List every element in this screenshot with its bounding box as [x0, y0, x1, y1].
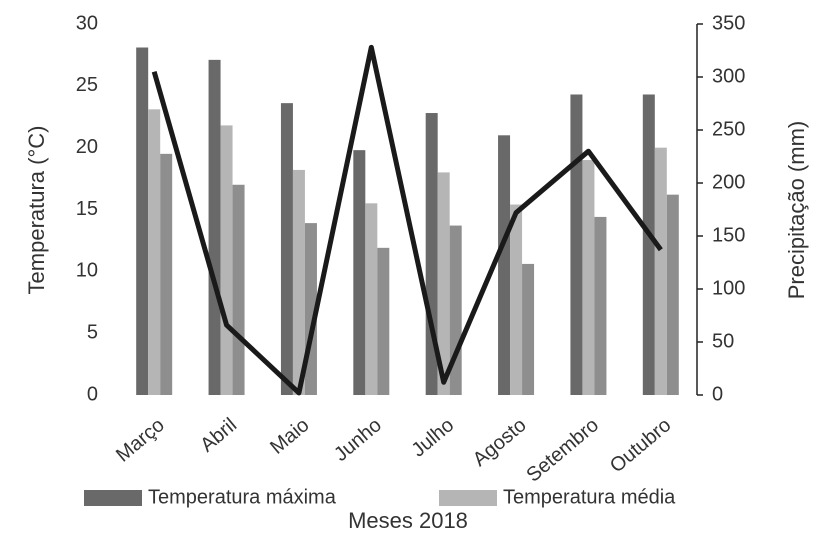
bar — [220, 125, 233, 395]
bar — [642, 94, 655, 396]
bar — [510, 204, 523, 395]
bar — [365, 203, 378, 395]
bar — [594, 216, 607, 395]
line — [151, 44, 663, 396]
y2-tick-label: 100 — [712, 277, 745, 299]
y2-tick-label: 300 — [712, 65, 745, 87]
x-tick-label: Abril — [196, 414, 241, 457]
x-tick-label: Outubro — [606, 414, 676, 477]
x-axis-title: Meses 2018 — [348, 508, 468, 533]
bar — [292, 169, 305, 395]
bar — [280, 103, 293, 395]
bar — [522, 263, 535, 395]
legend-label: Temperatura média — [503, 486, 676, 508]
y2-tick-label: 0 — [712, 383, 723, 405]
x-tick-label: Março — [112, 414, 169, 467]
bar — [377, 247, 390, 395]
y2-tick-label: 150 — [712, 224, 745, 246]
bar — [136, 47, 149, 395]
bar — [208, 59, 221, 395]
bar — [437, 172, 450, 395]
y2-tick-label: 250 — [712, 118, 745, 140]
bar — [666, 194, 679, 395]
legend-swatch — [439, 490, 497, 506]
y-tick-label: 0 — [87, 383, 98, 405]
bar — [232, 184, 245, 395]
y-axis-title: Temperatura (°C) — [24, 126, 49, 295]
y2-tick-label: 200 — [712, 171, 745, 193]
bar — [582, 160, 595, 395]
y-tick-label: 15 — [76, 198, 98, 220]
bar — [353, 150, 366, 395]
bar — [148, 109, 161, 395]
legend-label: Temperatura máxima — [148, 486, 337, 508]
y2-tick-label: 50 — [712, 330, 734, 352]
bar — [498, 135, 511, 396]
bar — [570, 94, 583, 396]
legend-swatch — [84, 490, 142, 506]
y2-axis-title: Precipitação (mm) — [784, 121, 809, 299]
y-tick-label: 10 — [76, 260, 98, 282]
bar — [654, 147, 667, 395]
x-tick-label: Maio — [266, 414, 313, 459]
bar — [160, 153, 173, 395]
x-tick-label: Setembro — [522, 414, 603, 487]
y-tick-label: 5 — [87, 321, 98, 343]
y-tick-label: 30 — [76, 12, 98, 34]
x-tick-label: Julho — [408, 414, 459, 462]
x-tick-label: Junho — [330, 414, 386, 466]
x-tick-label: Agosto — [469, 414, 531, 471]
y-tick-label: 20 — [76, 136, 98, 158]
y-tick-label: 25 — [76, 74, 98, 96]
y2-tick-label: 350 — [712, 12, 745, 34]
